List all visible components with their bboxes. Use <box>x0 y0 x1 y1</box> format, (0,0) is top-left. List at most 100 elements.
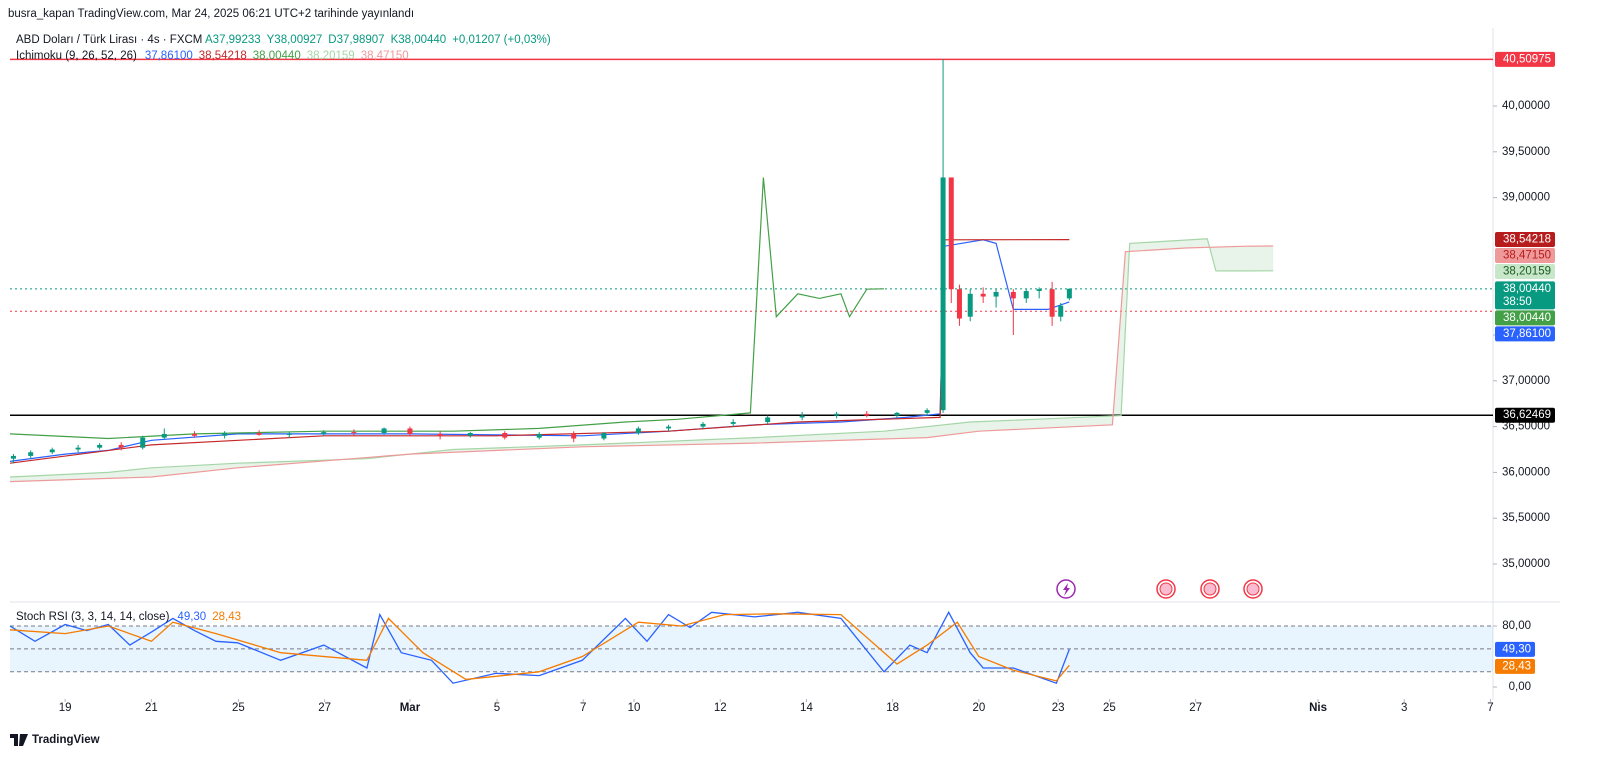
indicator-line <box>9 238 1274 478</box>
indicator-value: 38,20159 <box>307 50 355 62</box>
indicator-value: 38,54218 <box>199 50 247 62</box>
price-badge-label: 36,62469 <box>1503 409 1551 421</box>
candle-body <box>924 410 930 413</box>
candle-body <box>256 433 262 435</box>
y-tick-label: 35,50000 <box>1502 512 1550 524</box>
candle-body <box>75 447 81 450</box>
candle-body <box>1023 291 1029 299</box>
y-tick-label: 40,00000 <box>1502 100 1550 112</box>
indicator-value: 49,30 <box>177 611 206 623</box>
x-tick-label: Mar <box>400 702 421 714</box>
price-badge <box>1495 326 1555 342</box>
candle-body <box>700 423 706 427</box>
candle-body <box>967 293 973 317</box>
symbol: ABD Doları / Türk Lirası · 4s · FXCM <box>16 34 202 46</box>
candle-body <box>536 433 542 438</box>
x-tick-label: 7 <box>580 702 586 714</box>
brand: TradingView <box>10 734 100 746</box>
ohlc-value: D37,98907 <box>328 34 384 46</box>
candle-body <box>834 413 840 416</box>
event-icon-glyph <box>1159 582 1173 596</box>
event-icon-glyph <box>1063 583 1070 596</box>
price-badge <box>1495 281 1555 310</box>
candle-body <box>502 433 508 438</box>
price-badge <box>1495 407 1555 423</box>
indicator-line <box>9 610 1070 685</box>
candle-body <box>1058 305 1064 317</box>
brand-logo <box>10 734 28 746</box>
candle-body <box>993 291 999 297</box>
x-tick-label: 14 <box>800 702 813 714</box>
candle-body <box>381 428 387 434</box>
event-icons <box>1056 579 1263 599</box>
price-badge <box>1495 264 1555 280</box>
price-badge <box>1495 51 1555 67</box>
candle-body <box>864 413 870 416</box>
price-badge-label: 40,50975 <box>1503 53 1551 65</box>
event-icon-glyph <box>1246 582 1260 596</box>
x-tick-label: Nis <box>1309 702 1327 714</box>
candle-body <box>666 426 672 429</box>
price-badge-label: 49,30 <box>1502 643 1531 655</box>
candle-body <box>321 432 327 434</box>
indicator-legend: Stoch RSI (3, 3, 14, 14, close) <box>16 611 170 623</box>
price-badge-label: 38,00440 <box>1503 283 1551 295</box>
price-badge-label: 38,54218 <box>1503 234 1551 246</box>
ohlc-value: Y38,00927 <box>267 34 323 46</box>
price-badge-label: 38,20159 <box>1503 266 1551 278</box>
y-tick-label: 0,00 <box>1509 681 1531 693</box>
price-change: +0,01207 (+0,03%) <box>452 34 551 46</box>
indicator-value: 38,00440 <box>253 50 301 62</box>
price-badge-countdown: 38:50 <box>1503 296 1532 308</box>
candle-body <box>940 177 946 411</box>
candle-body <box>571 433 577 439</box>
indicator-value: 38,47150 <box>361 50 409 62</box>
ohlc-value: K38,00440 <box>391 34 447 46</box>
y-tick-label: 39,50000 <box>1502 146 1550 158</box>
brand-name: TradingView <box>32 734 100 746</box>
y-tick-label: 36,00000 <box>1502 466 1550 478</box>
x-tick-label: 10 <box>628 702 641 714</box>
price-badge-label: 37,86100 <box>1503 328 1551 340</box>
candle-body <box>49 449 55 453</box>
x-tick-label: 23 <box>1052 702 1065 714</box>
x-tick-label: 3 <box>1401 702 1407 714</box>
price-badge <box>1495 248 1555 264</box>
y-tick-label: 80,00 <box>1502 620 1531 632</box>
x-tick-label: 18 <box>886 702 899 714</box>
candle-body <box>161 433 167 438</box>
price-badge <box>1495 232 1555 248</box>
candle-body <box>948 177 954 290</box>
x-tick-label: 19 <box>59 702 72 714</box>
candle-body <box>140 437 146 448</box>
price-badge <box>1495 658 1535 674</box>
y-tick-label: 36,50000 <box>1502 421 1550 433</box>
x-tick-label: 7 <box>1487 702 1493 714</box>
candle-body <box>799 415 805 418</box>
y-tick-label: 37,00000 <box>1502 375 1550 387</box>
indicator-value: 28,43 <box>212 611 241 623</box>
candle-body <box>97 444 103 448</box>
price-badge-label: 28,43 <box>1502 660 1531 672</box>
indicator-value: 37,86100 <box>145 50 193 62</box>
ohlc-value: A37,99233 <box>205 34 261 46</box>
candle-body <box>1066 288 1072 299</box>
x-tick-label: 21 <box>145 702 158 714</box>
indicator-line <box>9 177 885 440</box>
candle-body <box>894 412 900 416</box>
price-badge-label: 38,47150 <box>1503 250 1551 262</box>
x-tick-label: 20 <box>972 702 985 714</box>
x-tick-label: 27 <box>318 702 331 714</box>
price-badge <box>1495 310 1555 326</box>
candle-body <box>351 432 357 434</box>
indicator-line <box>9 613 1070 682</box>
x-tick-label: 27 <box>1189 702 1202 714</box>
candle-body <box>1036 289 1042 292</box>
x-tick-label: 25 <box>1103 702 1116 714</box>
candle-body <box>467 433 473 436</box>
candle-body <box>730 422 736 424</box>
candle-body <box>437 433 443 436</box>
